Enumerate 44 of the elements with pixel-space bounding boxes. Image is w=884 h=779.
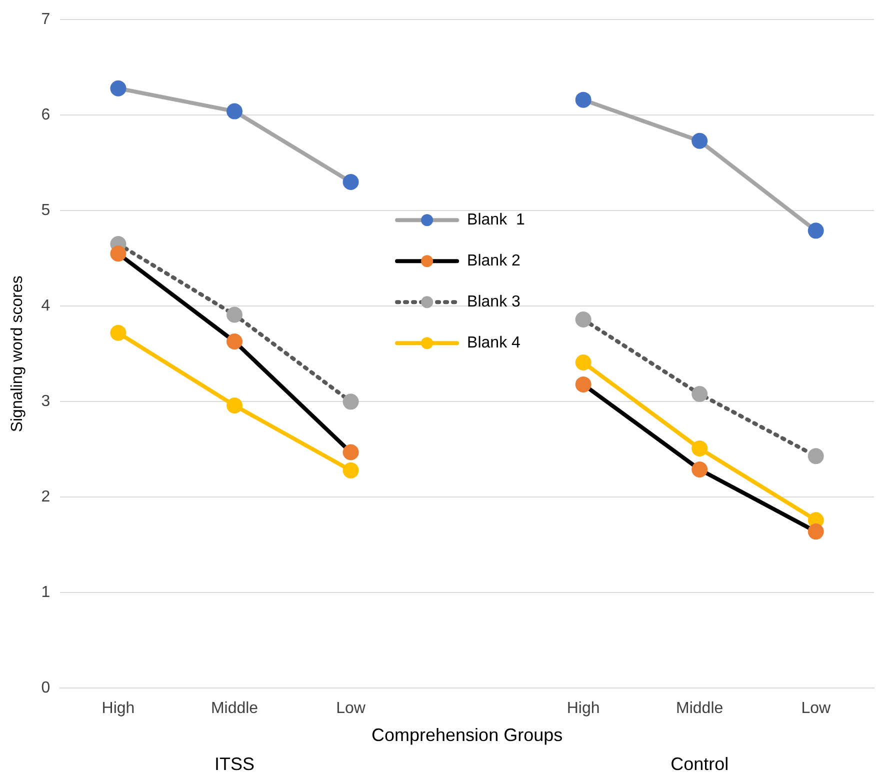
point: [110, 324, 126, 341]
y-axis-title: Signaling word scores: [9, 276, 26, 432]
point: [342, 462, 359, 478]
point: [575, 376, 592, 392]
point: [226, 306, 243, 323]
point: [808, 448, 824, 464]
point: [808, 524, 824, 540]
point: [226, 397, 243, 414]
y-tick-label: 3: [41, 393, 50, 410]
legend-label: Blank 2: [467, 252, 521, 270]
text: Control: [670, 754, 729, 774]
x-axis-title: Comprehension Groups: [371, 725, 563, 746]
y-tick-label: 1: [41, 584, 50, 602]
y-tick-label: 0: [41, 680, 50, 697]
y-tick-label: 6: [41, 106, 50, 124]
x-tick-label: Low: [336, 700, 366, 718]
x-tick-label: High: [566, 700, 600, 718]
point: [575, 92, 592, 108]
legend-label: Blank 3: [467, 294, 521, 311]
y-tick-label: 7: [41, 11, 50, 28]
point: [692, 386, 708, 402]
point: [226, 333, 243, 350]
x-tick-label: High: [102, 700, 135, 718]
point: [110, 246, 126, 262]
legend-label: Blank 1: [467, 212, 525, 229]
legend-label: Blank 4: [467, 334, 521, 352]
x-tick-label: Middle: [210, 700, 258, 718]
y-tick-label: 2: [41, 488, 50, 506]
x-tick-label: Middle: [676, 700, 724, 718]
y-tick-label: 4: [41, 298, 50, 315]
point: [110, 80, 126, 96]
point: [692, 132, 708, 149]
point: [808, 222, 824, 239]
point: [575, 354, 592, 370]
x-tick-label: Low: [801, 700, 831, 718]
point: [692, 461, 708, 478]
point: [342, 444, 359, 460]
point: [342, 394, 359, 410]
point: [342, 174, 359, 190]
y-tick-label: 5: [41, 202, 50, 220]
point: [692, 440, 708, 456]
point: [575, 312, 592, 328]
text: ITSS: [214, 754, 255, 774]
point: [226, 103, 243, 120]
